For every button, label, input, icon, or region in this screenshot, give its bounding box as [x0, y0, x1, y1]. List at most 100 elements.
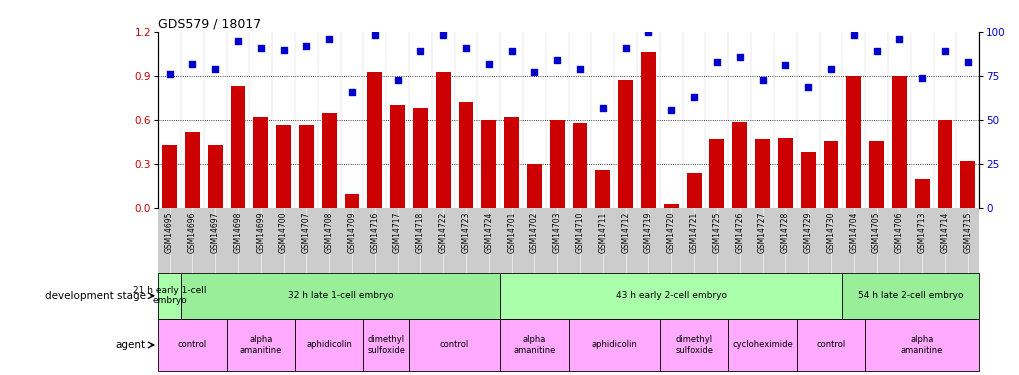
Text: GSM14698: GSM14698 [233, 211, 243, 253]
Text: GSM14697: GSM14697 [210, 211, 219, 253]
Point [708, 59, 725, 65]
Point [891, 36, 907, 42]
Bar [618, 80, 633, 209]
Text: GSM14704: GSM14704 [849, 211, 857, 253]
Point [526, 69, 542, 75]
Text: GSM14718: GSM14718 [416, 211, 425, 253]
Text: control: control [177, 340, 207, 350]
Bar [184, 132, 200, 209]
Text: GSM14712: GSM14712 [621, 211, 630, 253]
Text: development stage: development stage [45, 291, 146, 301]
Point [207, 66, 223, 72]
Point [503, 48, 520, 54]
Text: GSM14696: GSM14696 [187, 211, 197, 253]
Text: GSM14708: GSM14708 [324, 211, 333, 253]
Bar [503, 117, 519, 208]
Point [412, 48, 428, 54]
Bar [960, 161, 974, 209]
Point [343, 89, 360, 95]
Point [913, 75, 929, 81]
Point [184, 61, 201, 67]
Text: alpha
amanitine: alpha amanitine [900, 335, 943, 355]
Text: control: control [439, 340, 469, 350]
Text: GSM14701: GSM14701 [506, 211, 516, 253]
Text: GSM14725: GSM14725 [711, 211, 720, 253]
Text: GSM14727: GSM14727 [757, 211, 766, 253]
Text: aphidicolin: aphidicolin [306, 340, 352, 350]
Bar [709, 139, 723, 208]
Text: GSM14717: GSM14717 [392, 211, 401, 253]
Bar [891, 76, 906, 208]
Text: GSM14729: GSM14729 [803, 211, 812, 253]
Point [731, 54, 747, 60]
Bar [846, 76, 860, 208]
Text: 32 h late 1-cell embryo: 32 h late 1-cell embryo [287, 291, 393, 300]
Bar [299, 124, 314, 208]
Text: GSM14721: GSM14721 [689, 211, 698, 253]
Text: 54 h late 2-cell embryo: 54 h late 2-cell embryo [857, 291, 963, 300]
Point [594, 105, 610, 111]
Point [389, 76, 406, 82]
Point [799, 84, 815, 90]
Point [298, 43, 314, 49]
Text: aphidicolin: aphidicolin [591, 340, 637, 350]
Bar [230, 86, 246, 209]
Point [548, 57, 565, 63]
Text: GSM14728: GSM14728 [781, 211, 789, 253]
Point [845, 32, 861, 38]
Text: GSM14710: GSM14710 [575, 211, 584, 253]
Text: GSM14730: GSM14730 [825, 211, 835, 253]
Text: GSM14711: GSM14711 [598, 211, 606, 253]
Text: alpha
amanitine: alpha amanitine [239, 335, 281, 355]
Text: GSM14703: GSM14703 [552, 211, 561, 253]
Bar [864, 319, 978, 371]
Point [572, 66, 588, 72]
Text: cycloheximide: cycloheximide [732, 340, 792, 350]
Bar [640, 53, 655, 208]
Text: GSM14707: GSM14707 [302, 211, 311, 253]
Bar [499, 273, 842, 319]
Bar [390, 105, 405, 209]
Text: GSM14702: GSM14702 [530, 211, 538, 253]
Point [776, 62, 793, 68]
Bar [527, 164, 541, 209]
Text: 43 h early 2-cell embryo: 43 h early 2-cell embryo [615, 291, 727, 300]
Bar [800, 153, 815, 209]
Bar [294, 319, 363, 371]
Text: GSM14722: GSM14722 [438, 211, 447, 253]
Bar [936, 120, 952, 208]
Bar [409, 319, 499, 371]
Bar [321, 113, 336, 209]
Bar [459, 102, 473, 209]
Text: GSM14719: GSM14719 [643, 211, 652, 253]
Bar [686, 173, 701, 208]
Bar [914, 179, 928, 209]
Bar [162, 145, 176, 208]
Text: GSM14716: GSM14716 [370, 211, 379, 253]
Bar [180, 273, 499, 319]
Text: dimethyl
sulfoxide: dimethyl sulfoxide [675, 335, 712, 355]
Bar [158, 273, 180, 319]
Bar [842, 273, 978, 319]
Point [662, 106, 679, 112]
Bar [777, 138, 792, 209]
Point [229, 38, 246, 44]
Bar [344, 194, 359, 208]
Text: dimethyl
sulfoxide: dimethyl sulfoxide [367, 335, 405, 355]
Text: GSM14713: GSM14713 [917, 211, 926, 253]
Text: alpha
amanitine: alpha amanitine [513, 335, 555, 355]
Bar [413, 108, 427, 208]
Point [275, 46, 291, 53]
Bar [226, 319, 294, 371]
Bar [253, 117, 268, 208]
Bar [796, 319, 864, 371]
Point [616, 45, 633, 51]
Bar [276, 124, 290, 208]
Bar [208, 145, 222, 208]
Bar [367, 72, 382, 209]
Text: GSM14700: GSM14700 [279, 211, 287, 253]
Bar [481, 120, 496, 208]
Bar [158, 319, 226, 371]
Bar [868, 141, 883, 208]
Text: GSM14699: GSM14699 [256, 211, 265, 253]
